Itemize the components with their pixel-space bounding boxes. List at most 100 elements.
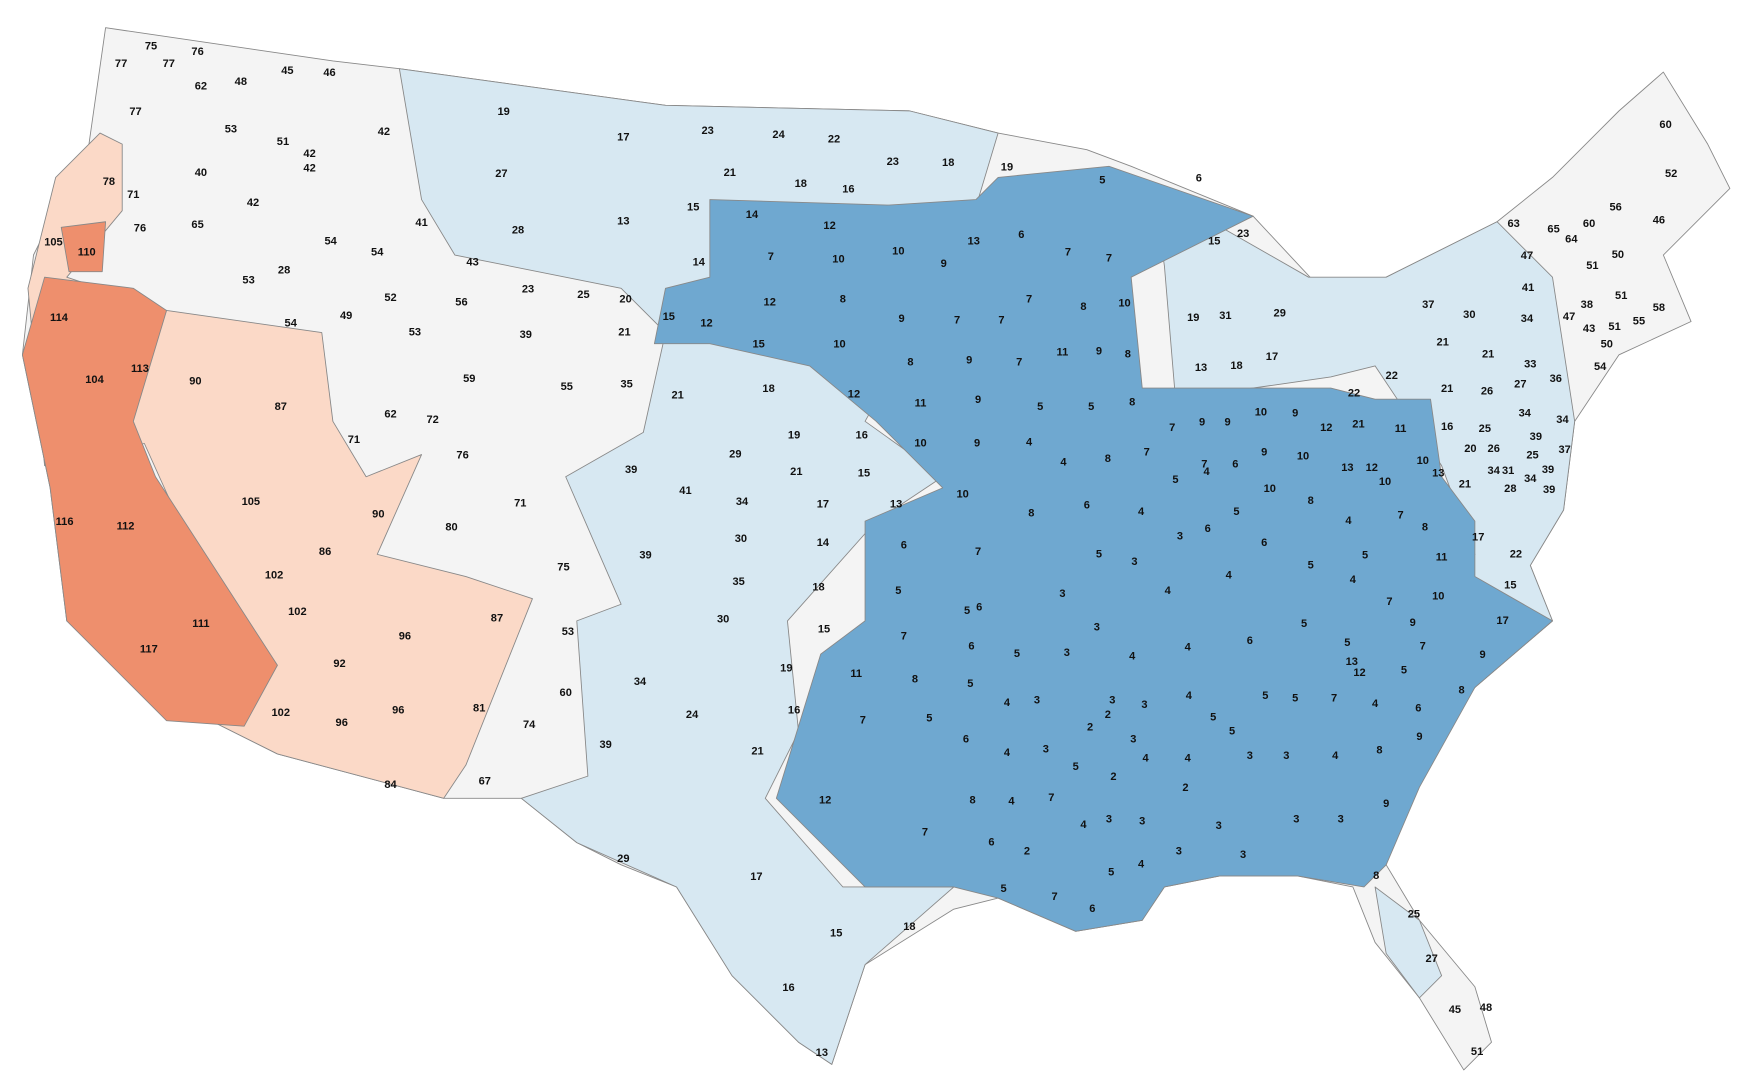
- division-value: 12: [764, 297, 776, 309]
- division-value: 46: [1653, 215, 1665, 227]
- division-value: 54: [285, 318, 298, 330]
- division-value: 50: [1601, 339, 1613, 351]
- division-value: 3: [1176, 845, 1182, 857]
- division-value: 43: [466, 257, 478, 269]
- blue-zone: [653, 165, 1553, 932]
- division-value: 9: [975, 394, 981, 406]
- division-value: 16: [1441, 421, 1453, 433]
- division-value: 3: [1064, 647, 1070, 659]
- division-value: 102: [265, 569, 283, 581]
- division-value: 15: [752, 339, 764, 351]
- division-value: 22: [828, 134, 840, 146]
- division-value: 5: [964, 605, 970, 617]
- light-blue-zone: [1374, 886, 1443, 999]
- division-value: 34: [1524, 473, 1537, 485]
- division-value: 81: [473, 702, 485, 714]
- division-value: 31: [1219, 310, 1231, 322]
- division-value: 5: [1014, 648, 1020, 660]
- division-value: 8: [1458, 685, 1464, 697]
- division-value: 51: [1471, 1046, 1483, 1058]
- division-value: 54: [1594, 361, 1607, 373]
- division-value: 23: [887, 156, 899, 168]
- division-value: 56: [1610, 201, 1622, 213]
- division-value: 9: [1199, 416, 1205, 428]
- division-value: 30: [1463, 309, 1475, 321]
- division-value: 60: [1583, 218, 1595, 230]
- division-value: 3: [1131, 556, 1137, 568]
- division-value: 8: [1105, 453, 1111, 465]
- division-value: 117: [140, 644, 158, 656]
- division-value: 7: [1016, 356, 1022, 368]
- division-value: 7: [768, 251, 774, 263]
- division-value: 3: [1130, 733, 1136, 745]
- division-value: 33: [1524, 359, 1536, 371]
- division-value: 6: [1018, 229, 1024, 241]
- division-value: 8: [970, 794, 976, 806]
- division-value: 58: [1653, 302, 1665, 314]
- division-value: 6: [1232, 458, 1238, 470]
- division-value: 74: [523, 719, 536, 731]
- division-value: 3: [1139, 815, 1145, 827]
- division-value: 6: [1089, 903, 1095, 915]
- division-value: 71: [348, 434, 360, 446]
- division-value: 8: [840, 293, 846, 305]
- division-value: 12: [1320, 422, 1332, 434]
- division-value: 7: [1201, 458, 1207, 470]
- division-value: 12: [1366, 462, 1378, 474]
- division-value: 21: [1352, 419, 1364, 431]
- division-value: 65: [191, 219, 203, 231]
- division-value: 21: [672, 390, 684, 402]
- division-value: 5: [1088, 401, 1094, 413]
- division-value: 3: [1141, 699, 1147, 711]
- division-value: 8: [1080, 301, 1086, 313]
- division-value: 10: [1264, 483, 1276, 495]
- division-value: 96: [336, 717, 348, 729]
- division-value: 13: [890, 498, 902, 510]
- division-value: 76: [456, 450, 468, 462]
- division-value: 4: [1332, 750, 1339, 762]
- division-value: 2: [1110, 771, 1116, 783]
- division-value: 4: [1350, 574, 1357, 586]
- division-value: 64: [1565, 233, 1578, 245]
- division-value: 72: [426, 414, 438, 426]
- division-value: 10: [832, 253, 844, 265]
- division-value: 6: [1261, 537, 1267, 549]
- division-value: 10: [833, 339, 845, 351]
- division-value: 15: [818, 624, 830, 636]
- division-value: 51: [277, 136, 289, 148]
- division-value: 11: [1057, 347, 1069, 359]
- division-value: 5: [1099, 175, 1105, 187]
- division-value: 9: [974, 437, 980, 449]
- division-value: 39: [625, 464, 637, 476]
- division-value: 84: [384, 779, 397, 791]
- division-value: 15: [663, 311, 675, 323]
- division-value: 5: [926, 712, 932, 724]
- division-value: 39: [520, 329, 532, 341]
- division-value: 8: [912, 674, 918, 686]
- division-value: 8: [1376, 745, 1382, 757]
- division-value: 41: [415, 217, 427, 229]
- division-value: 7: [1386, 596, 1392, 608]
- division-value: 12: [1353, 667, 1365, 679]
- division-value: 105: [44, 237, 62, 249]
- division-value: 4: [1138, 506, 1145, 518]
- division-value: 4: [1185, 641, 1192, 653]
- division-value: 10: [892, 246, 904, 258]
- division-value: 34: [1519, 407, 1532, 419]
- division-value: 75: [145, 40, 157, 52]
- division-value: 42: [303, 148, 315, 160]
- division-value: 19: [1001, 161, 1013, 173]
- division-value: 9: [1416, 731, 1422, 743]
- division-value: 5: [1301, 618, 1307, 630]
- division-value: 16: [842, 184, 854, 196]
- division-value: 10: [1297, 451, 1309, 463]
- division-value: 21: [618, 327, 630, 339]
- division-value: 3: [1094, 621, 1100, 633]
- division-value: 39: [1542, 464, 1554, 476]
- division-value: 2: [1087, 721, 1093, 733]
- division-value: 9: [1225, 416, 1231, 428]
- division-value: 55: [561, 381, 573, 393]
- division-value: 5: [967, 678, 973, 690]
- division-value: 17: [617, 131, 629, 143]
- division-value: 86: [319, 546, 331, 558]
